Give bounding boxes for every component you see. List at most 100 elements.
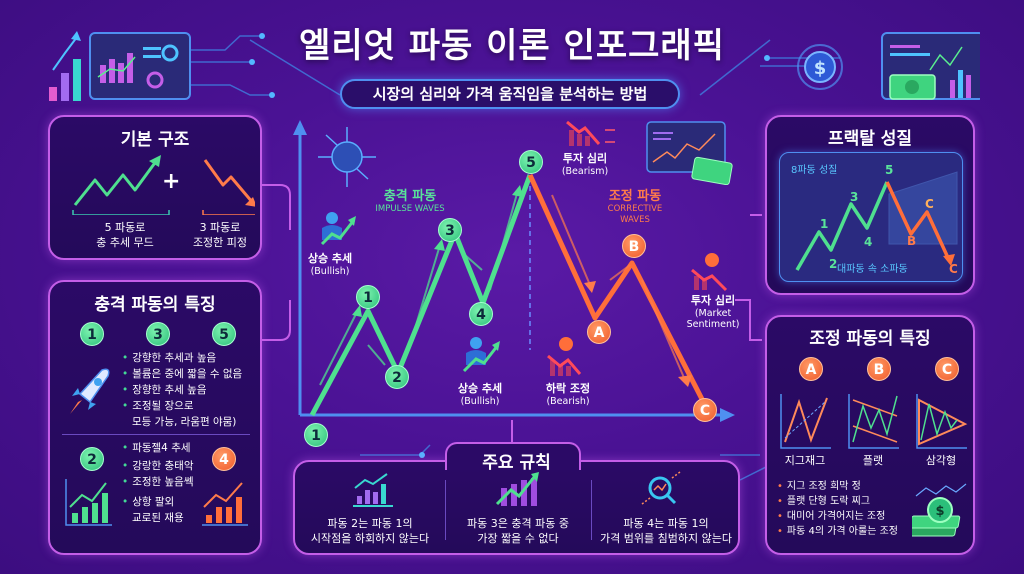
bullish-en: (Bullish): [310, 266, 350, 277]
wave-point-2: 2: [385, 365, 409, 389]
bullish-label-2: 상승 추세 (Bullish): [450, 380, 510, 407]
wave-badge-1: 1: [80, 322, 104, 346]
fractal-wave-4: 4: [864, 235, 873, 249]
rocket-icon: [70, 368, 110, 414]
corrective-caption-line1: 3 파동로: [199, 221, 241, 234]
svg-text:$: $: [935, 504, 944, 519]
corrective-caption-line2: 조정한 피정: [192, 236, 248, 249]
impulse-title: 충격 파동: [383, 189, 437, 204]
wave-point-3: 3: [438, 218, 462, 242]
sentiment-top-label: 투자 심리 (Bearism): [555, 150, 615, 177]
bullet-text: 장향한 추세 높음: [132, 384, 207, 396]
page-title: 엘리엇 파동 이론 인포그래픽: [299, 26, 725, 66]
key-rules-tab: [445, 442, 581, 470]
pattern-zigzag-label: 지그재그: [784, 454, 826, 467]
bullet-text: 조정한 높음쎅: [132, 476, 194, 488]
sentiment-text: 투자 심리: [690, 294, 736, 307]
wave-point-C: C: [693, 398, 717, 422]
rule-2: 파동 3은 충격 파동 중 가장 짧을 수 없다: [445, 516, 591, 546]
bearish-chart-icon: [547, 337, 582, 376]
bullet-text: 강향한 추세과 높음: [132, 352, 217, 364]
magnifier-analysis-icon: [641, 471, 681, 505]
bearish-en: (Bearish): [546, 396, 590, 407]
corrective-badge-B: B: [867, 357, 891, 381]
corrective-title: 조정 파동: [608, 189, 662, 204]
svg-text:$: $: [814, 58, 827, 79]
fractal-inner-label: 8파동 성질: [791, 165, 838, 176]
bullet-text: 교로된 재용: [132, 512, 184, 524]
rule-2-line2: 가장 짧을 수 없다: [477, 532, 559, 545]
plus-sign: +: [162, 169, 181, 194]
wave-point-5: 5: [519, 150, 543, 174]
bearish-text: 하락 조정: [545, 382, 591, 395]
sentiment-en-2: Sentiment): [686, 319, 740, 330]
corrective-subtitle-2: WAVES: [620, 215, 650, 225]
impulse-bullets-bottom: • 파동젤4 추세 • 강랑한 충태악 • 조정한 높음쎅 • 상항 팔외 교로된 재용: [122, 442, 194, 524]
elliott-wave-chart: [293, 120, 735, 422]
wave-point-B: B: [622, 234, 646, 258]
bullet-text: 파동 4의 가격 아룰는 조정: [786, 526, 898, 537]
basic-structure-panel: 기본 구조 + 5 파동로 충 추세 무드 3 파동로 조정한 피정: [48, 115, 262, 260]
page-subtitle: 시장의 심리와 가격 움직임을 분석하는 방법: [340, 79, 680, 109]
wave-point-4: 4: [469, 302, 493, 326]
wave-point-1: 1: [356, 285, 380, 309]
fractal-wave-1: 1: [820, 217, 829, 231]
trading-screen-icon: [646, 121, 733, 185]
bullet-text: 볼륨은 중에 짧을 수 없음: [132, 368, 243, 380]
bullet-text: 조정될 장으로: [132, 400, 194, 412]
triangle-pattern-icon: [916, 394, 968, 449]
basic-structure-title: 기본 구조: [120, 130, 190, 150]
wave-badge-5: 5: [212, 322, 236, 346]
bearish-label: 하락 조정 (Bearish): [538, 380, 598, 407]
fractal-wave-B: B: [907, 234, 917, 248]
impulse-bullets-top: • 강향한 추세과 높음 • 볼륨은 중에 짧을 수 없음 • 장향한 추세 높음 •…: [122, 352, 243, 428]
corrective-features-panel: 조정 파동의 특징 A B C 지그재그 플랫 삼각형 • 지그 조정 희막 정 …: [765, 315, 975, 555]
corrective-bullets: • 지그 조정 희막 정 • 플랫 단형 도락 찌그 • 대미어 가격어지는 조정 •…: [777, 481, 898, 537]
divider: [62, 434, 250, 435]
divider: [445, 480, 446, 540]
key-rules-panel: 주요 규칙 파동 2는 파동 1의 시작점을 하회하지 않는다 파동 3은 충격…: [293, 442, 741, 555]
bullish-en: (Bullish): [460, 396, 500, 407]
impulse-subtitle: IMPULSE WAVES: [375, 204, 445, 214]
corrective-badge-C: C: [935, 357, 959, 381]
rule-2-line1: 파동 3은 충격 파동 중: [467, 517, 569, 530]
bullish-businessman-icon: [462, 337, 500, 373]
bearish-sentiment-icon: [566, 120, 615, 146]
wave-point-origin: 1: [304, 423, 328, 447]
wave-badge-3: 3: [146, 322, 170, 346]
impulse-caption-line2: 충 추세 무드: [96, 236, 154, 249]
fractal-title: 프랙탈 성질: [827, 129, 913, 149]
impulse-caption-line1: 5 파동로: [104, 221, 146, 234]
rule-1-line2: 시작점을 하회하지 않는다: [310, 532, 430, 545]
sentiment-right-label: 투자 심리 (Market Sentiment): [680, 292, 746, 330]
sentiment-en: (Bearism): [561, 166, 609, 177]
corrective-badge-A: A: [799, 357, 823, 381]
bullet-text: 지그 조정 희막 정: [786, 481, 861, 492]
corrective-features-title: 조정 파동의 특징: [809, 329, 931, 349]
sentiment-text: 투자 심리: [562, 152, 608, 165]
bullish-businessman-icon: [320, 212, 356, 246]
zigzag-pattern-icon: [780, 394, 831, 449]
rule-1-line1: 파동 2는 파동 1의: [327, 517, 413, 530]
divider: [591, 480, 592, 540]
rising-arrow-bars-icon: [495, 472, 539, 506]
bullet-text: 파동젤4 추세: [132, 442, 191, 454]
money-stack-icon: $: [912, 483, 967, 537]
wave-badge-2: 2: [80, 447, 104, 471]
finance-dashboard-icon: $: [797, 32, 980, 100]
corrective-wave-label: 조정 파동 CORRECTIVE WAVES: [590, 185, 680, 226]
flat-pattern-icon: [848, 394, 899, 449]
fractal-wave-diagram: [795, 171, 958, 271]
rule-3: 파동 4는 파동 1의 가격 범위를 침범하지 않는다: [591, 516, 741, 546]
bullet-text: 대미어 가격어지는 조정: [786, 511, 886, 522]
fractal-panel: 프랙탈 성질 8파동 성질 1 2 3 4 5 B C C 대파동 속 소파동: [765, 115, 975, 295]
corrective-pattern-charts: [780, 394, 968, 449]
bullet-text: 모등 가능, 라움편 야뭄): [132, 416, 237, 428]
bullet-text: 강랑한 충태악: [132, 460, 194, 472]
green-growth-chart-icon: [65, 479, 112, 526]
fractal-bottom-label: 대파동 속 소파동: [837, 264, 908, 275]
impulse-features-title: 충격 파동의 특징: [94, 295, 216, 315]
bullish-text: 상승 추세: [457, 382, 503, 395]
bullish-text: 상승 추세: [307, 252, 353, 265]
